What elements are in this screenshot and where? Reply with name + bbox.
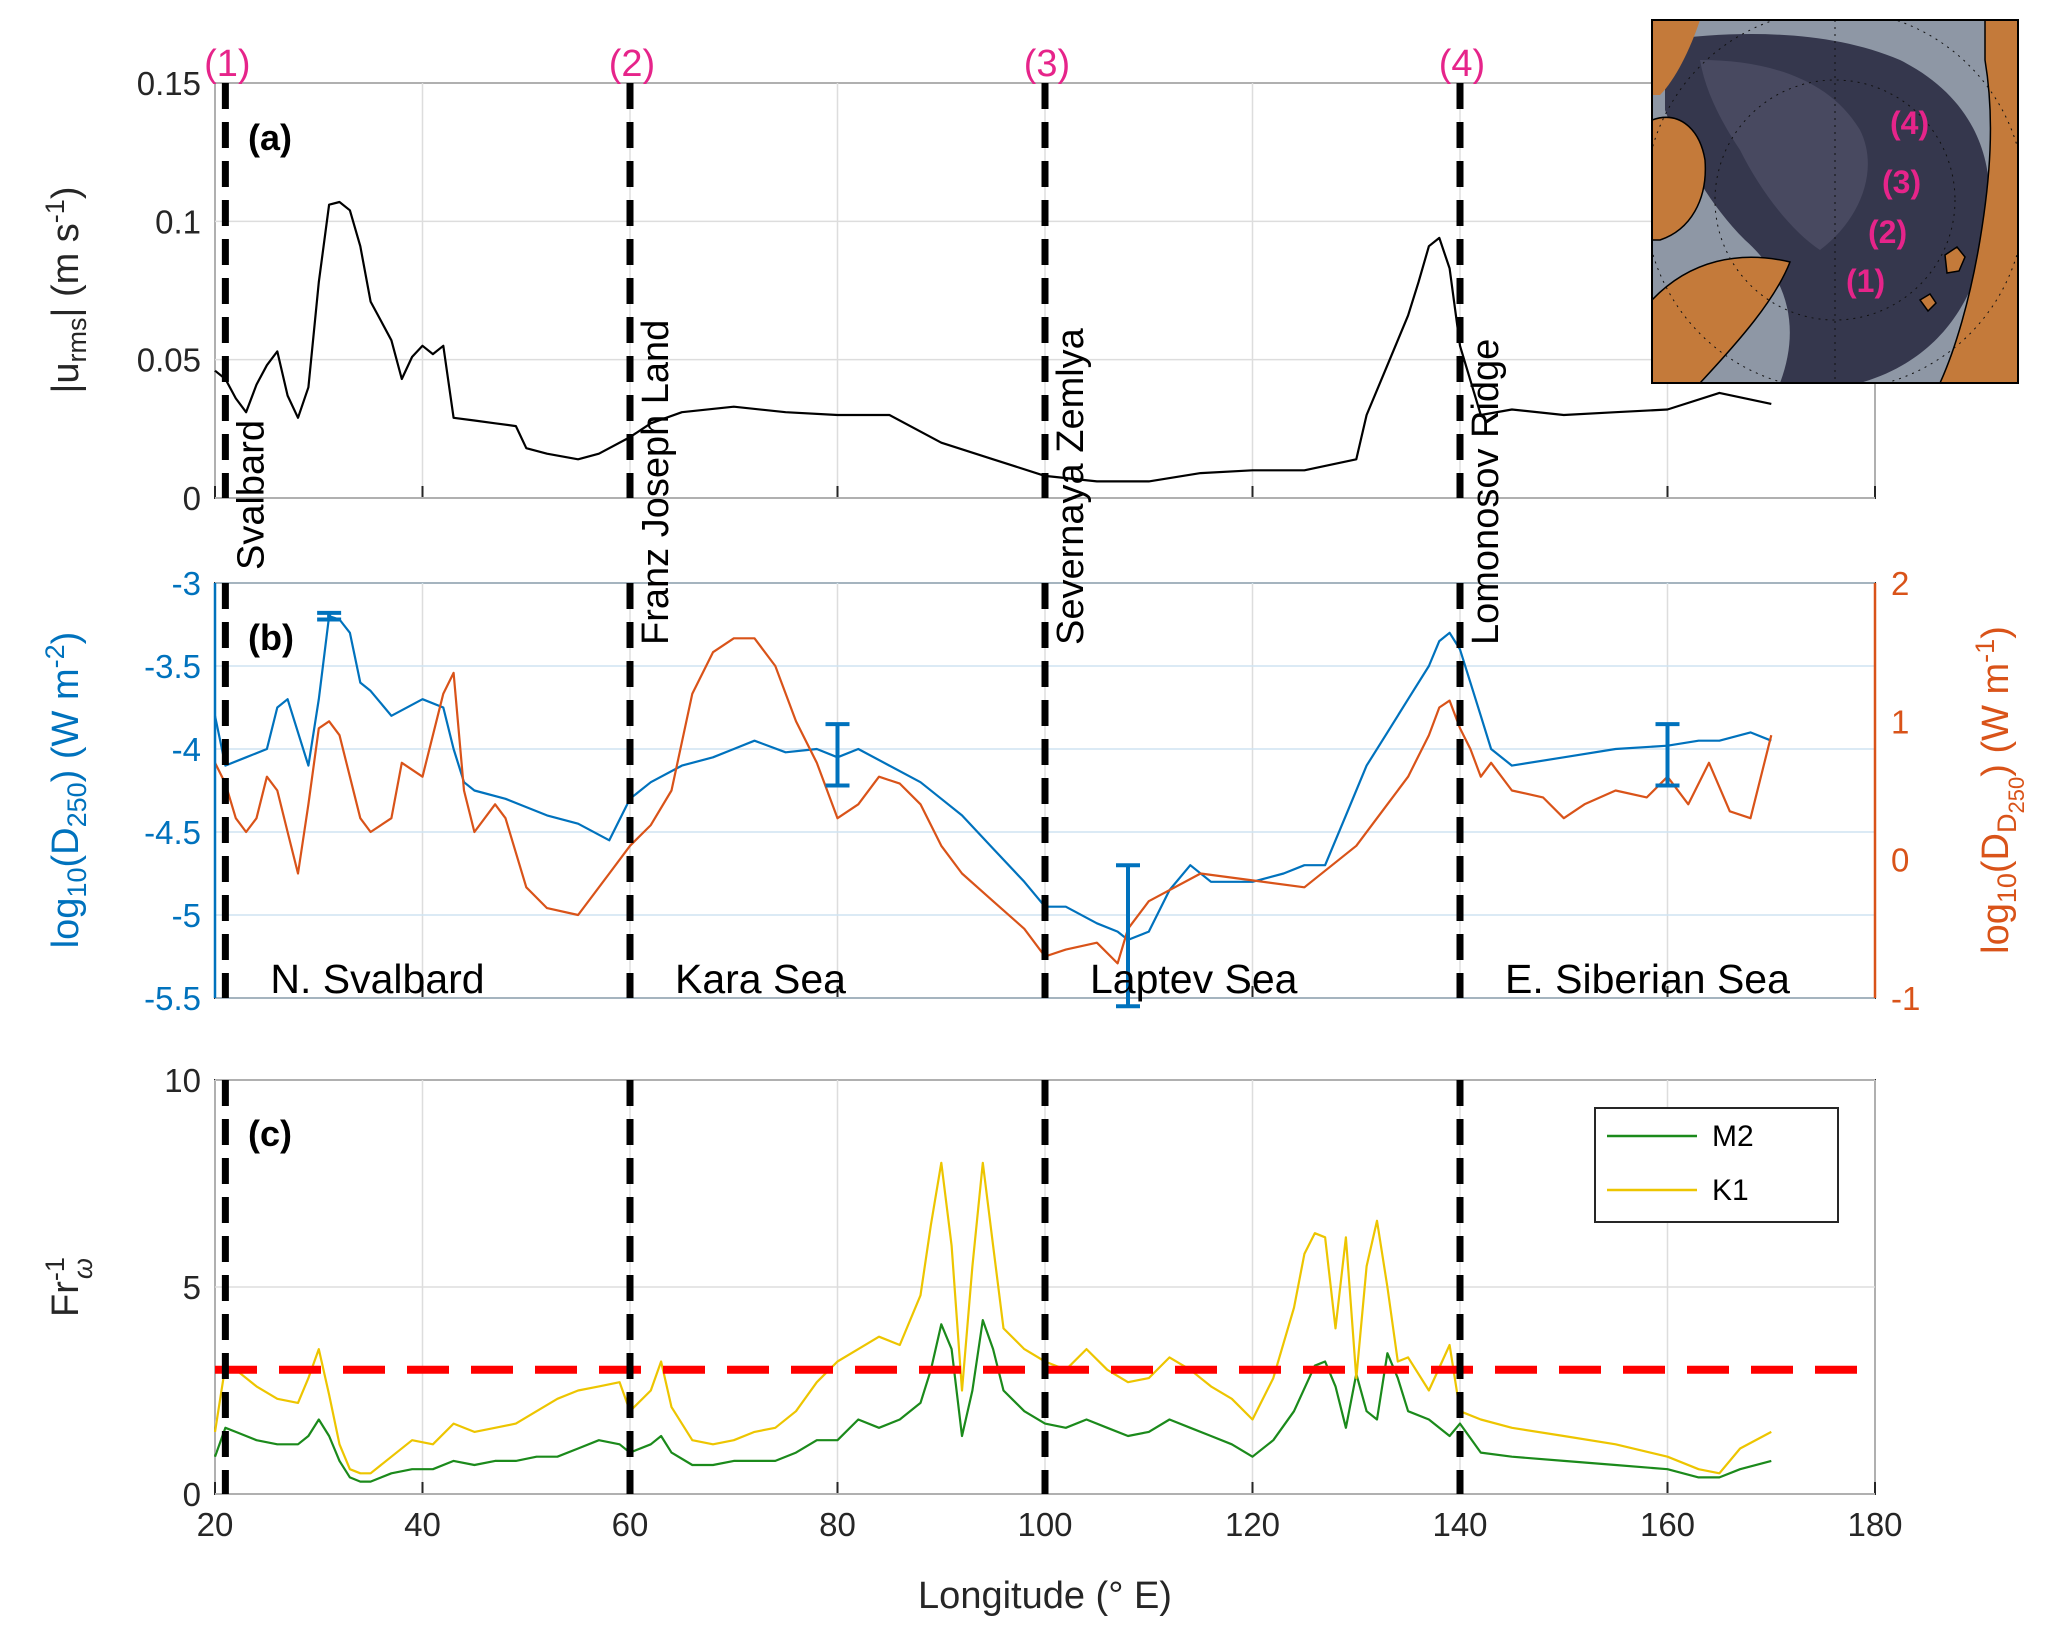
series-line [213,615,1772,942]
panel-c-label: (c) [248,1113,292,1154]
x-tick-label: 140 [1432,1506,1487,1543]
legend-label-m2: M2 [1712,1120,1754,1153]
inset-frame [1651,19,2019,384]
y-tick-label: 0 [183,1476,201,1513]
section-lines [221,83,1464,1494]
x-tick-label: 100 [1017,1506,1072,1543]
region-label: Laptev Sea [1090,956,1298,1002]
panel-a: 00.050.10.15 (a) |urms| (m s-1) [40,65,1876,517]
y-tick-label: 0 [1891,842,1909,879]
section-top-label: (3) [1024,43,1070,85]
y-tick-label: 2 [1891,565,1909,602]
inset-mid-depth [1700,60,1868,250]
y-tick-label: 1 [1891,703,1909,740]
y-tick-label: 0.1 [155,203,201,240]
y-tick-label: -1 [1891,980,1920,1017]
inset-land-right [1939,20,2018,383]
y-tick-label: -5 [172,897,201,934]
x-tick-label: 120 [1225,1506,1280,1543]
panel-c-x-axis-label: Longitude (° E) [918,1575,1172,1617]
panel-c-y-ticks: 0 5 10 [164,1062,201,1513]
region-label: Kara Sea [675,956,846,1002]
inset-label-4: (4) [1890,105,1929,141]
section-vertical-label: Lomonosov Ridge [1465,339,1507,645]
inset-land-islands [1918,245,1966,313]
x-tick-label: 40 [404,1506,441,1543]
panel-b-y-ticks-right: -1 0 1 2 [1891,565,1920,1017]
section-vertical-label: Franz Joseph Land [635,320,677,645]
section-top-label: (2) [609,43,655,85]
y-tick-label: -3 [172,565,201,602]
section-top-label: (1) [204,43,250,85]
y-tick-label: 10 [164,1062,201,1099]
y-tick-label: 5 [183,1269,201,1306]
panel-b-series [213,615,1773,965]
legend: M2 K1 [1594,1107,1839,1223]
panel-a-label: (a) [248,117,292,158]
section-top-label: (4) [1439,43,1485,85]
section-vertical-label: Svalbard [230,420,272,570]
legend-box [1594,1107,1839,1223]
inset-land-greenland [1652,256,1792,383]
inset-label-3: (3) [1882,164,1921,200]
y-tick-label: -3.5 [144,648,201,685]
y-tick-label: -4 [172,731,201,768]
series-line [214,637,1773,965]
panel-b-label: (b) [248,617,294,658]
panel-c-x-ticks: 20 40 60 80 100 120 140 160 180 [197,1506,1903,1543]
series-line-m2 [213,1318,1772,1483]
panel-c-series [213,1161,1772,1483]
region-labels: N. Svalbard Kara Sea Laptev Sea E. Siberian… [270,956,1790,1002]
y-tick-label: 0 [183,480,201,517]
inset-label-1: (1) [1846,263,1885,299]
x-tick-label: 180 [1847,1506,1902,1543]
inset-land-canada [1652,116,1707,241]
x-tick-label: 20 [197,1506,234,1543]
y-tick-label: -5.5 [144,980,201,1017]
y-tick-label: 0.15 [137,65,201,102]
region-label: N. Svalbard [270,956,484,1002]
panel-a-series [214,200,1772,483]
y-tick-label: 0.05 [137,342,201,379]
x-tick-label: 160 [1640,1506,1695,1543]
section-top-labels: (1) (2) (3) (4) [204,43,1485,85]
inset-map: (4) (3) (2) (1) [1651,19,2019,384]
x-tick-label: 60 [612,1506,649,1543]
x-tick-label: 80 [819,1506,856,1543]
inset-label-2: (2) [1868,214,1907,250]
panel-a-y-ticks: 0 0.05 0.1 0.15 [137,65,201,517]
inset-latitude-circle [1714,79,1956,321]
section-vertical-labels: Svalbard Franz Joseph Land Severnaya Zemly… [230,320,1507,645]
inset-land-left [1652,20,1700,95]
series-line-k1 [213,1161,1772,1475]
region-label: E. Siberian Sea [1505,956,1790,1002]
legend-label-k1: K1 [1712,1174,1749,1207]
y-tick-label: -4.5 [144,814,201,851]
section-vertical-label: Severnaya Zemlya [1050,327,1092,645]
panel-b-y-ticks: -5.5 -5 -4.5 -4 -3.5 -3 [144,565,201,1017]
panel-b-error-bars [317,610,1680,1009]
series-line [214,200,1772,483]
